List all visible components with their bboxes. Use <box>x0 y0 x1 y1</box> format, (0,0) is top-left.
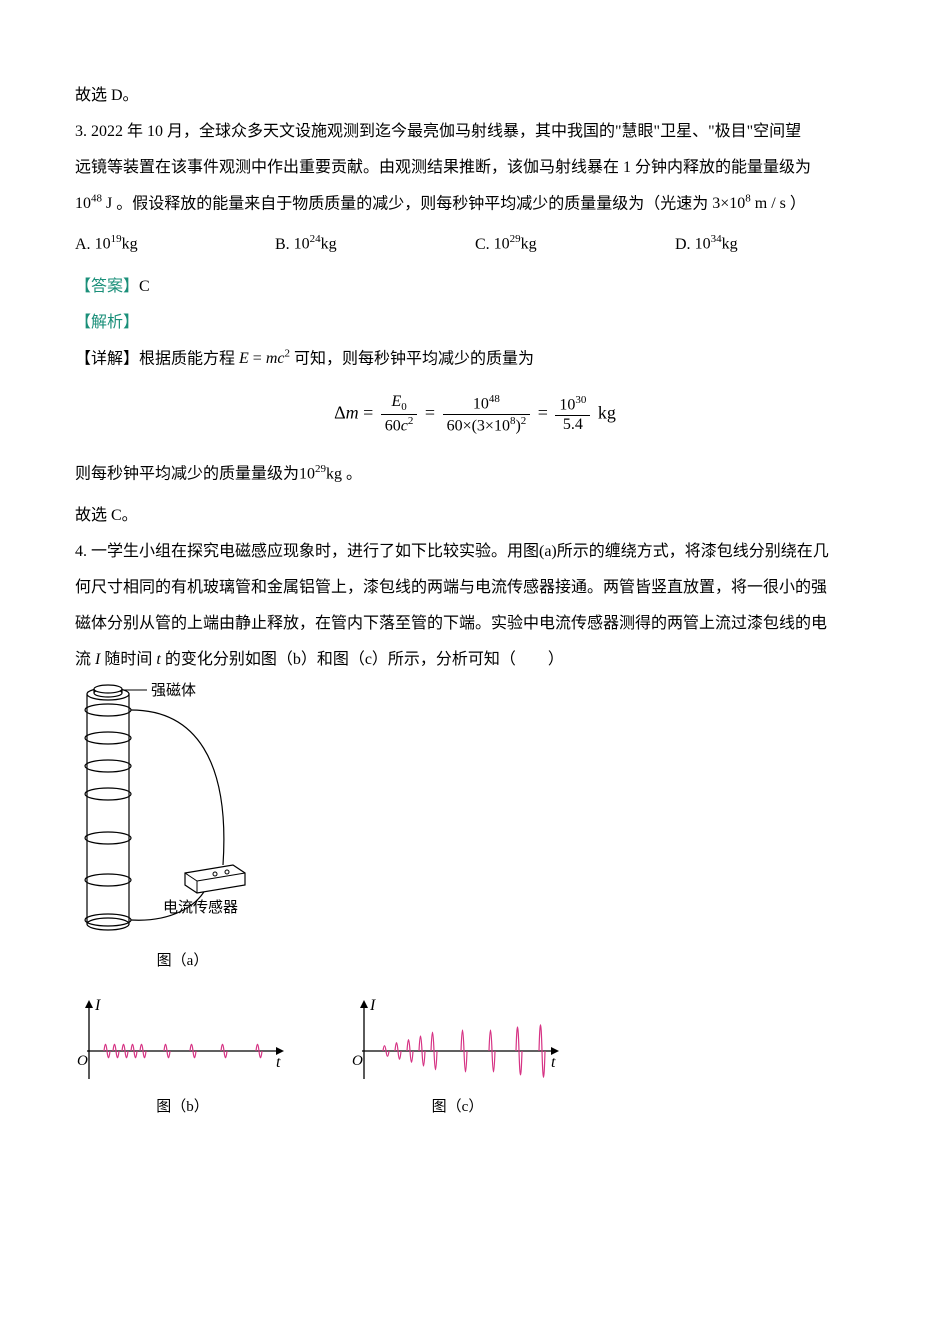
figure-a-svg: 强磁体 电流传感器 <box>75 680 290 940</box>
q3-stem-line-2: 远镜等装置在该事件观测中作出重要贡献。由观测结果推断，该伽马射线暴在 1 分钟内… <box>75 152 875 184</box>
svg-text:O: O <box>77 1053 88 1069</box>
q3-option-c: C. 1029kg <box>475 228 675 260</box>
q3-speed-value: 3×108 m / s <box>712 195 790 212</box>
svg-text:I: I <box>369 997 376 1014</box>
figure-c: I Ot 图（c） <box>350 996 565 1122</box>
label-magnet: 强磁体 <box>151 682 196 699</box>
q4-stem-line-2: 何尺寸相同的有机玻璃管和金属铝管上，漆包线的两端与电流传感器接通。两管皆竖直放置… <box>75 572 875 604</box>
q4-stem-line-1: 4. 一学生小组在探究电磁感应现象时，进行了如下比较实验。用图(a)所示的缠绕方… <box>75 536 875 568</box>
svg-text:t: t <box>276 1054 281 1071</box>
figures-bc-row: I Ot 图（b） I Ot 图（c） <box>75 996 875 1122</box>
conclusion-prev: 故选 D。 <box>75 80 875 112</box>
q3-post-equation: 则每秒钟平均减少的质量量级为1029kg 。 <box>75 458 875 490</box>
svg-text:O: O <box>352 1053 363 1069</box>
svg-text:t: t <box>551 1054 556 1071</box>
q3-analysis-label: 【解析】 <box>75 307 875 339</box>
q3-conclusion: 故选 C。 <box>75 500 875 532</box>
figure-c-caption: 图（c） <box>350 1092 565 1122</box>
q3-answer: 【答案】C <box>75 271 875 303</box>
figure-a: 强磁体 电流传感器 图（a） <box>75 680 290 976</box>
q3-energy-value: 1048 J <box>75 195 116 212</box>
q3-stem-line-3: 1048 J 。假设释放的能量来自于物质质量的减少，则每秒钟平均减少的质量量级为… <box>75 188 875 220</box>
q3-option-d: D. 1034kg <box>675 228 875 260</box>
q3-option-b: B. 1024kg <box>275 228 475 260</box>
q3-detail: 【详解】根据质能方程 E = mc2 可知，则每秒钟平均减少的质量为 <box>75 343 875 375</box>
label-sensor: 电流传感器 <box>163 899 238 916</box>
q3-equation: Δm = E0 60c2 = 1048 60×(3×108)2 = 1030 5… <box>75 393 875 436</box>
figure-b-caption: 图（b） <box>75 1092 290 1122</box>
svg-text:I: I <box>94 997 101 1014</box>
q4-stem-line-4: 流 I 随时间 t 的变化分别如图（b）和图（c）所示，分析可知（ ） <box>75 644 875 676</box>
figure-a-caption: 图（a） <box>75 946 290 976</box>
q3-options: A. 1019kg B. 1024kg C. 1029kg D. 1034kg <box>75 228 875 260</box>
q3-stem-line-1: 3. 2022 年 10 月，全球众多天文设施观测到迄今最亮伽马射线暴，其中我国… <box>75 116 875 148</box>
q3-option-a: A. 1019kg <box>75 228 275 260</box>
figure-b-svg: I Ot <box>75 996 290 1086</box>
mass-energy-eq: E = mc2 <box>239 350 294 367</box>
figure-b: I Ot 图（b） <box>75 996 290 1122</box>
q4-stem-line-3: 磁体分别从管的上端由静止释放，在管内下落至管的下端。实验中电流传感器测得的两管上… <box>75 608 875 640</box>
figure-c-svg: I Ot <box>350 996 565 1086</box>
